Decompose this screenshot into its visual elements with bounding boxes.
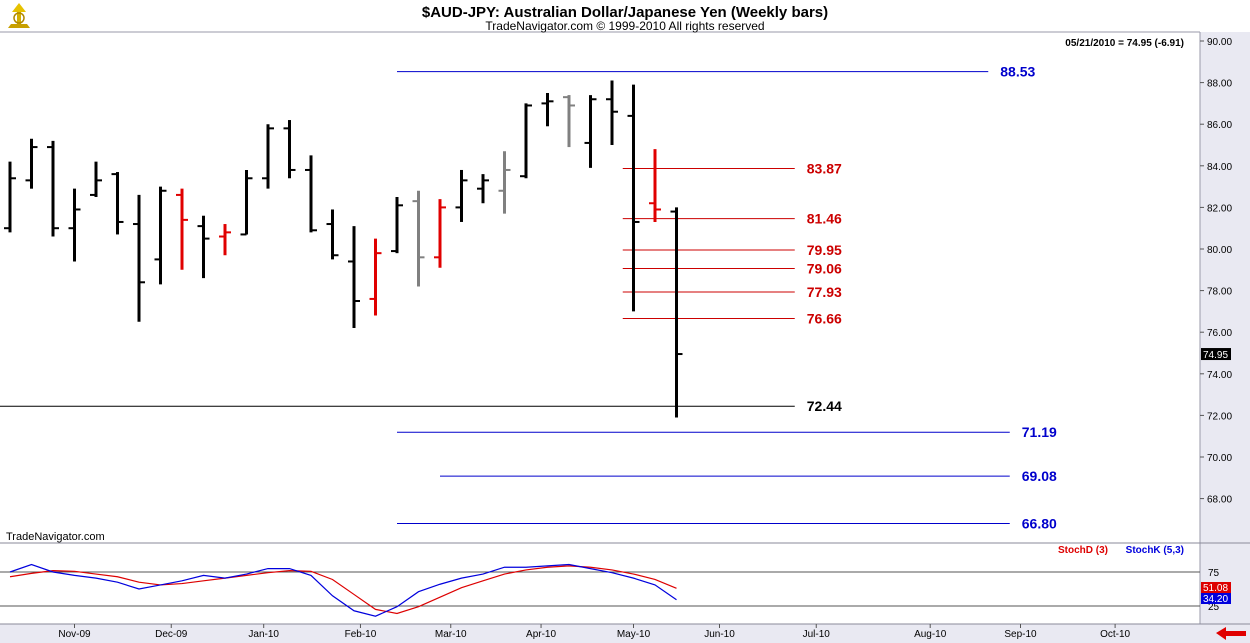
ohlc-bar xyxy=(326,209,339,260)
time-tick-label: Feb-10 xyxy=(345,629,377,640)
price-tick-label: 82.00 xyxy=(1207,203,1232,214)
fib-levels: 88.53 83.87 81.46 79.95 79.06 77.93 76.66 72.44… xyxy=(0,64,1057,532)
ohlc-bar xyxy=(305,155,317,233)
ohlc-bar xyxy=(111,172,124,235)
price-tick-label: 88.00 xyxy=(1207,79,1232,90)
ohlc-bar xyxy=(262,124,274,189)
ohlc-bar xyxy=(133,194,145,322)
price-tick-label: 70.00 xyxy=(1207,453,1232,464)
level-label: 79.06 xyxy=(807,261,842,277)
ohlc-bar xyxy=(68,188,81,262)
time-tick-label: Oct-10 xyxy=(1100,629,1130,640)
time-tick-label: May-10 xyxy=(617,629,651,640)
stoch-k-value: 34.20 xyxy=(1203,594,1228,605)
trade-navigator-logo-icon xyxy=(8,3,30,28)
ohlc-bar xyxy=(348,226,360,329)
ohlc-bar xyxy=(25,138,38,189)
price-tick-label: 86.00 xyxy=(1207,120,1232,131)
chart-subtitle: TradeNavigator.com © 1999-2010 All right… xyxy=(485,19,764,33)
ohlc-bar xyxy=(606,80,618,145)
price-tick-label: 84.00 xyxy=(1207,162,1232,173)
price-tick-label: 74.00 xyxy=(1207,370,1232,381)
time-tick-label: Dec-09 xyxy=(155,629,188,640)
ohlc-bar xyxy=(670,207,683,418)
time-tick-label: Jul-10 xyxy=(803,629,831,640)
time-tick-label: Nov-09 xyxy=(58,629,91,640)
level-label: 88.53 xyxy=(1000,64,1035,80)
ohlc-bar xyxy=(412,190,425,287)
stoch-tick-75: 75 xyxy=(1208,568,1220,579)
price-tick-label: 90.00 xyxy=(1207,37,1232,48)
ohlc-bar xyxy=(240,169,253,236)
level-label: 76.66 xyxy=(807,310,842,326)
price-tick-label: 78.00 xyxy=(1207,287,1232,298)
time-tick-label: Aug-10 xyxy=(914,629,947,640)
level-label: 71.19 xyxy=(1022,424,1057,440)
price-tick-label: 68.00 xyxy=(1207,495,1232,506)
level-label: 69.08 xyxy=(1022,468,1057,484)
ohlc-bar xyxy=(434,199,446,268)
ohlc-bar xyxy=(477,174,489,204)
ohlc-bar xyxy=(154,186,167,285)
level-label: 79.95 xyxy=(807,242,842,258)
price-tick-label: 80.00 xyxy=(1207,245,1232,256)
ohlc-bar xyxy=(283,120,296,179)
ohlc-bar xyxy=(584,95,597,168)
ohlc-bar xyxy=(176,188,188,270)
last-price-marker: 74.95 xyxy=(1201,348,1231,361)
ohlc-bar xyxy=(649,149,661,222)
ohlc-bar xyxy=(563,95,575,148)
stoch-d-line xyxy=(9,565,677,615)
level-label: 81.46 xyxy=(807,211,842,227)
time-tick-label: Mar-10 xyxy=(435,629,467,640)
ohlc-bar xyxy=(455,169,468,222)
time-tick-label: Sep-10 xyxy=(1004,629,1037,640)
watermark-label: TradeNavigator.com xyxy=(6,531,105,543)
stoch-k-line xyxy=(9,563,677,617)
ohlc-bar xyxy=(627,84,640,312)
time-tick-label: Jun-10 xyxy=(704,629,735,640)
level-label: 66.80 xyxy=(1022,516,1057,532)
ohlc-bar xyxy=(197,215,210,279)
ohlc-bar xyxy=(520,103,532,179)
level-label: 72.44 xyxy=(807,398,842,414)
last-price-label: 74.95 xyxy=(1203,350,1228,361)
ohlc-bar xyxy=(90,161,102,197)
stoch-d-value-box xyxy=(1201,582,1231,593)
price-axis-panel xyxy=(1200,32,1250,624)
ohlc-bar xyxy=(4,161,16,233)
price-tick-label: 72.00 xyxy=(1207,411,1232,422)
scroll-left-arrow-icon[interactable] xyxy=(1214,626,1248,641)
stoch-tick-25: 25 xyxy=(1208,602,1220,613)
level-label: 83.87 xyxy=(807,161,842,177)
ohlc-bar xyxy=(498,151,511,214)
level-label: 77.93 xyxy=(807,284,842,300)
stoch-k-value-box xyxy=(1201,593,1231,604)
time-axis-ticks: Nov-09 Dec-09 Jan-10 Feb-10 Mar-10 Apr-10 May-… xyxy=(58,624,1131,640)
time-tick-label: Jan-10 xyxy=(248,629,279,640)
ohlc-bar xyxy=(369,238,382,316)
last-price-box xyxy=(1201,348,1231,361)
ohlc-bar xyxy=(391,197,403,254)
ohlc-bar xyxy=(541,93,554,127)
price-axis-ticks: 90.00 88.00 86.00 84.00 82.00 80.00 78.00 76.00… xyxy=(1200,37,1232,506)
stoch-k-legend: StochK (5,3) xyxy=(1126,545,1184,556)
ohlc-bar xyxy=(219,224,231,256)
stoch-d-value: 51.08 xyxy=(1203,583,1228,594)
time-axis-panel xyxy=(0,624,1250,643)
last-quote-label: 05/21/2010 = 74.95 (-6.91) xyxy=(1065,38,1184,49)
price-tick-label: 76.00 xyxy=(1207,328,1232,339)
chart-title: $AUD-JPY: Australian Dollar/Japanese Yen… xyxy=(422,4,828,21)
price-bars xyxy=(4,80,683,418)
time-tick-label: Apr-10 xyxy=(526,629,556,640)
ohlc-bar xyxy=(47,140,59,237)
stoch-d-legend: StochD (3) xyxy=(1058,545,1108,556)
